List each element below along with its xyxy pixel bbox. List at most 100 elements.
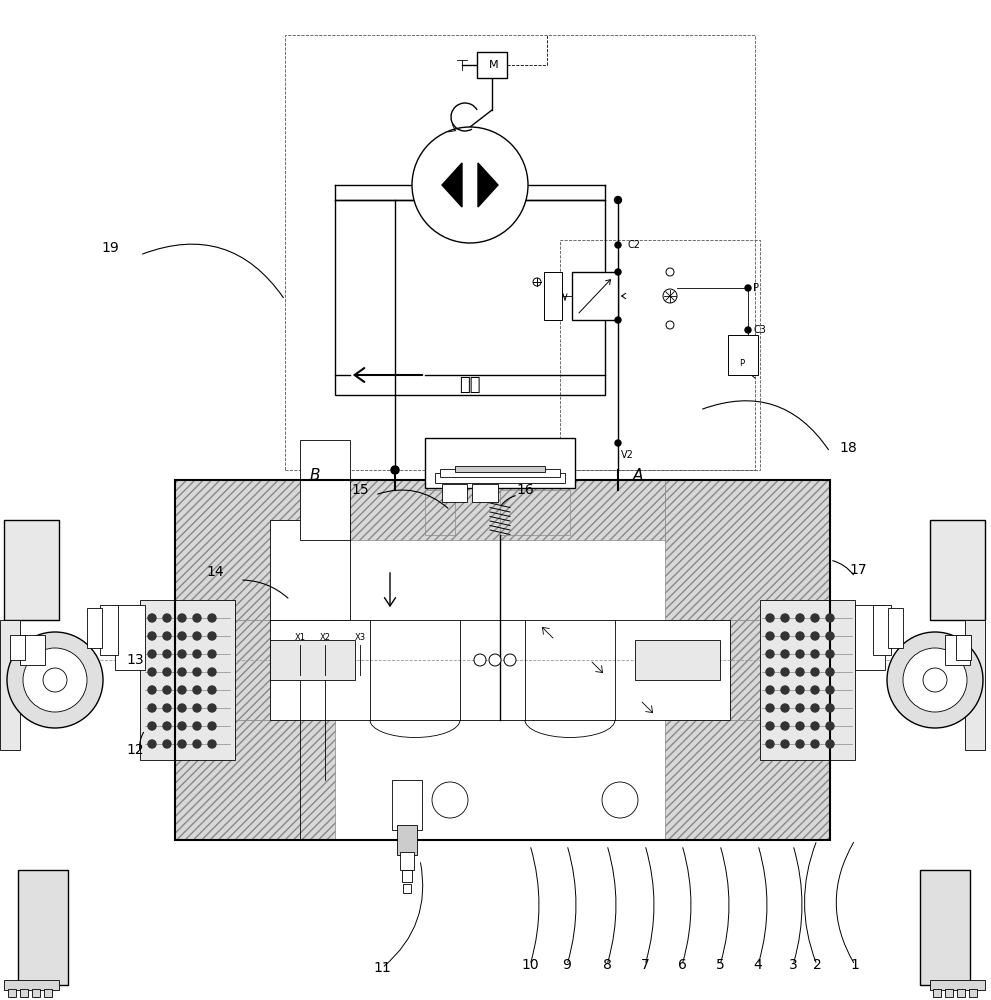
Circle shape — [193, 704, 201, 712]
Bar — [4, 520, 59, 620]
Bar — [20, 989, 28, 997]
Bar — [455, 466, 545, 472]
Circle shape — [148, 614, 156, 622]
Circle shape — [148, 686, 156, 694]
Circle shape — [208, 632, 216, 640]
Circle shape — [163, 668, 171, 676]
Bar — [87, 608, 102, 648]
Polygon shape — [478, 163, 498, 207]
Circle shape — [796, 668, 804, 676]
Circle shape — [766, 614, 774, 622]
Circle shape — [781, 704, 789, 712]
Circle shape — [826, 614, 834, 622]
Bar — [957, 989, 965, 997]
Bar — [477, 52, 507, 78]
Bar — [44, 989, 52, 997]
Bar — [665, 720, 830, 840]
Circle shape — [504, 654, 516, 666]
Circle shape — [178, 668, 186, 676]
Circle shape — [766, 740, 774, 748]
Circle shape — [163, 686, 171, 694]
Circle shape — [602, 782, 638, 818]
Text: C3: C3 — [753, 325, 766, 335]
Text: 13: 13 — [126, 653, 144, 667]
Text: X2: X2 — [319, 634, 331, 643]
Circle shape — [796, 650, 804, 658]
Bar — [873, 605, 891, 655]
Circle shape — [615, 242, 621, 248]
Circle shape — [811, 632, 819, 640]
Circle shape — [208, 668, 216, 676]
Circle shape — [193, 686, 201, 694]
Circle shape — [43, 668, 67, 692]
Text: C2: C2 — [628, 240, 641, 250]
Circle shape — [178, 650, 186, 658]
Circle shape — [781, 686, 789, 694]
Circle shape — [811, 614, 819, 622]
Text: 18: 18 — [839, 441, 857, 455]
Circle shape — [148, 704, 156, 712]
Circle shape — [178, 722, 186, 730]
Circle shape — [826, 632, 834, 640]
Circle shape — [412, 127, 528, 243]
Circle shape — [178, 704, 186, 712]
Circle shape — [178, 686, 186, 694]
Bar — [115, 605, 145, 670]
Circle shape — [148, 668, 156, 676]
Bar — [888, 608, 903, 648]
Bar — [100, 605, 118, 655]
Bar — [965, 620, 985, 750]
Bar — [403, 884, 411, 893]
Circle shape — [781, 668, 789, 676]
Text: 3: 3 — [789, 958, 798, 972]
Circle shape — [811, 722, 819, 730]
Circle shape — [903, 648, 967, 712]
Circle shape — [826, 722, 834, 730]
Bar — [10, 635, 25, 660]
Text: B: B — [310, 468, 320, 484]
Circle shape — [148, 740, 156, 748]
Text: 1: 1 — [850, 958, 859, 972]
Circle shape — [781, 632, 789, 640]
Text: 16: 16 — [516, 483, 534, 497]
Bar — [945, 635, 970, 665]
Bar — [175, 720, 335, 840]
Circle shape — [178, 632, 186, 640]
Bar — [0, 620, 20, 750]
Circle shape — [826, 686, 834, 694]
Text: 9: 9 — [563, 958, 572, 972]
Bar — [930, 980, 985, 990]
Text: V2: V2 — [621, 450, 634, 460]
Circle shape — [208, 650, 216, 658]
Bar — [175, 480, 335, 620]
Circle shape — [887, 632, 983, 728]
Text: 10: 10 — [521, 958, 539, 972]
Bar — [572, 272, 618, 320]
Bar — [930, 520, 985, 620]
Bar — [270, 520, 350, 620]
Bar — [425, 438, 575, 488]
Bar — [20, 635, 45, 665]
Bar — [270, 620, 730, 720]
Text: 14: 14 — [206, 565, 224, 579]
Circle shape — [391, 466, 398, 474]
Circle shape — [811, 668, 819, 676]
Circle shape — [826, 650, 834, 658]
Circle shape — [615, 269, 621, 275]
Bar — [440, 469, 560, 477]
Circle shape — [781, 650, 789, 658]
Bar — [32, 989, 40, 997]
Circle shape — [208, 686, 216, 694]
Circle shape — [615, 317, 621, 323]
Circle shape — [208, 722, 216, 730]
Circle shape — [208, 614, 216, 622]
Circle shape — [148, 722, 156, 730]
Bar — [285, 35, 755, 470]
Circle shape — [811, 650, 819, 658]
Circle shape — [826, 668, 834, 676]
Bar — [728, 335, 758, 375]
Bar — [933, 989, 941, 997]
Circle shape — [163, 632, 171, 640]
Bar — [500, 490, 570, 535]
Text: 6: 6 — [678, 958, 687, 972]
